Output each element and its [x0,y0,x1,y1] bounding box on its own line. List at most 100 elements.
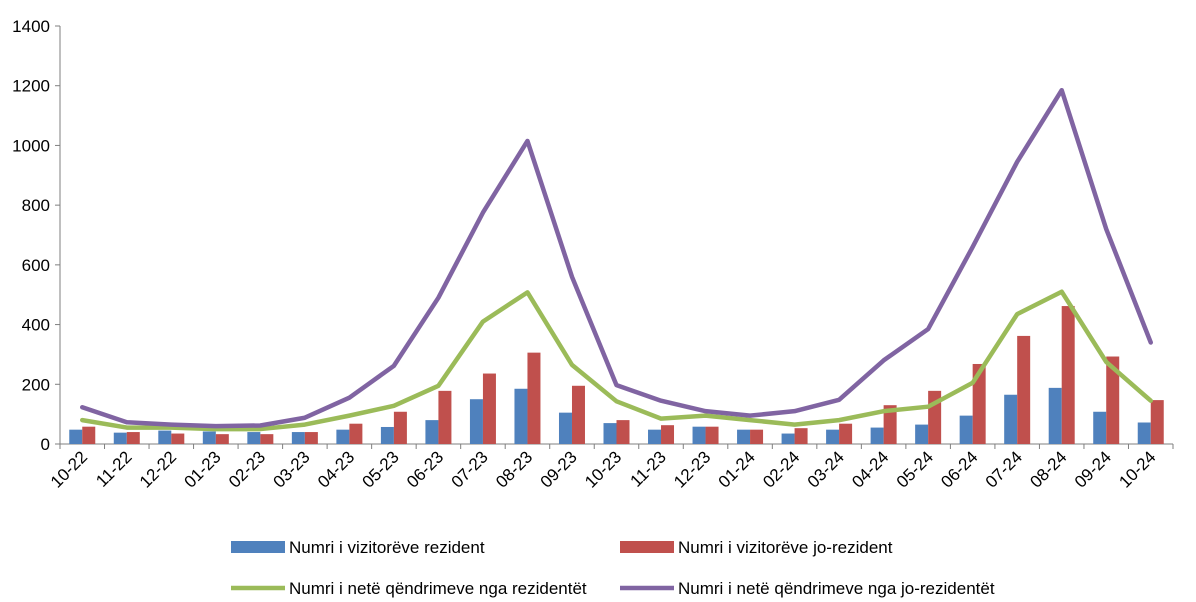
bar-resident [1004,394,1018,444]
x-tick-label: 10-24 [1115,447,1159,491]
bar-non-resident [349,423,363,444]
bar-non-resident [304,432,318,444]
bar-resident [469,399,483,444]
x-tick-label: 07-24 [982,447,1026,491]
bar-resident [113,432,127,444]
bar-non-resident [839,423,853,444]
bar-non-resident [972,363,986,444]
bar-resident [380,426,394,444]
x-tick-label: 10-22 [47,447,91,491]
x-tick-label: 08-23 [492,447,536,491]
x-tick-label: 03-23 [270,447,314,491]
x-tick-label: 02-23 [225,447,269,491]
x-tick-label: 07-23 [448,447,492,491]
bar-resident [959,415,973,444]
line-resident-nights [80,289,1153,432]
bar-non-resident [438,390,452,444]
y-tick-label: 200 [22,375,50,394]
legend-swatch [231,541,285,553]
x-tick-label: 04-23 [314,447,358,491]
bar-non-resident [1061,306,1075,444]
x-tick-label: 12-22 [136,447,180,491]
bar-non-resident [705,426,719,444]
x-tick-label: 11-22 [92,447,135,490]
legend-label: Numri i vizitorëve jo-rezident [678,538,893,557]
legend-label: Numri i netë qëndrimeve nga jo-rezidentë… [678,579,995,598]
bar-non-resident [571,385,585,444]
bars [69,306,1164,444]
bar-non-resident [1017,335,1031,444]
legend-item-resident-nights: Numri i netë qëndrimeve nga rezidentët [231,579,587,598]
bar-resident [158,430,172,444]
bar-non-resident [616,420,630,444]
legend-label: Numri i vizitorëve rezident [289,538,485,557]
legend-label: Numri i netë qëndrimeve nga rezidentët [289,579,587,598]
x-tick-label: 06-23 [403,447,447,491]
x-tick-label: 10-23 [581,447,625,491]
bar-non-resident [794,428,808,444]
legend-item-resident-visitors: Numri i vizitorëve rezident [231,538,485,557]
bar-resident [558,412,572,444]
x-tick-label: 03-24 [804,447,848,491]
bar-resident [202,431,216,444]
x-tick-label: 01-23 [180,447,224,491]
bar-resident [915,424,929,444]
bar-resident [336,429,350,444]
bar-non-resident [82,426,96,444]
bar-resident [737,429,751,444]
bar-resident [69,429,83,444]
x-tick-label: 06-24 [937,447,981,491]
bar-non-resident [393,411,407,444]
bar-resident [648,429,662,444]
lines [80,87,1153,432]
x-tick-label: 11-23 [627,447,670,490]
x-tick-label: 12-23 [670,447,714,491]
bar-non-resident [750,429,764,444]
bar-resident [291,432,305,444]
legend: Numri i vizitorëve rezident Numri i vizit… [231,538,995,598]
x-tick-label: 05-24 [893,447,937,491]
tick-labels: 0 200 400 600 800 1000 1200 1400 10-22 11-22 12-22… [12,17,1159,492]
legend-item-non-resident-nights: Numri i netë qëndrimeve nga jo-rezidentë… [620,579,995,598]
x-tick-label: 08-24 [1026,447,1070,491]
bar-resident [603,423,617,444]
bar-non-resident [171,433,185,444]
bar-non-resident [482,373,496,444]
y-tick-label: 1400 [12,17,50,36]
bar-non-resident [661,425,675,444]
bar-non-resident [1106,356,1120,444]
bar-non-resident [883,405,897,444]
x-tick-label: 02-24 [759,447,803,491]
legend-swatch [620,541,674,553]
bar-resident [826,429,840,444]
y-tick-label: 400 [22,316,50,335]
bar-resident [514,388,528,444]
bar-non-resident [1150,400,1164,444]
x-tick-label: 01-24 [715,447,759,491]
bar-resident [870,427,884,444]
line-non-resident-nights [80,87,1153,429]
bar-resident [247,432,261,444]
bar-resident [1137,422,1151,444]
bar-non-resident [126,432,140,444]
y-tick-label: 800 [22,196,50,215]
x-tick-label: 04-24 [848,447,892,491]
bar-resident [425,420,439,444]
y-tick-label: 1000 [12,136,50,155]
legend-item-non-resident-visitors: Numri i vizitorëve jo-rezident [620,538,893,557]
x-tick-label: 09-24 [1071,447,1115,491]
y-tick-label: 1200 [12,77,50,96]
y-tick-label: 600 [22,256,50,275]
bar-resident [692,426,706,444]
bar-resident [1048,387,1062,444]
bar-resident [781,433,795,444]
bar-non-resident [527,352,541,444]
x-tick-label: 05-23 [359,447,403,491]
axes [55,25,1174,449]
bar-resident [1093,411,1107,444]
bar-non-resident [215,434,229,444]
y-tick-label: 0 [41,435,50,454]
bar-non-resident [260,434,274,444]
